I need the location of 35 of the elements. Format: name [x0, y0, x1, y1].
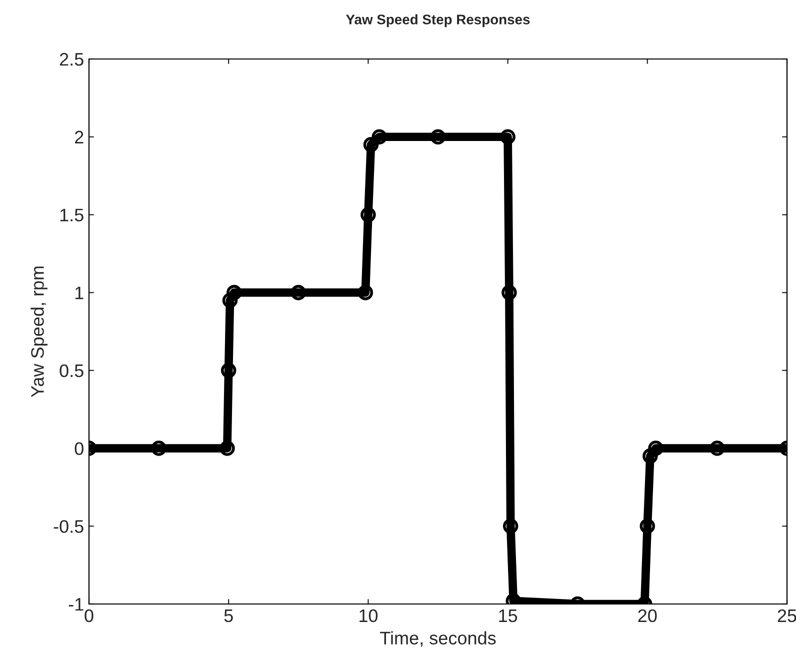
chart-title: Yaw Speed Step Responses: [346, 14, 530, 28]
point: [502, 284, 517, 300]
x-tick-label: 0: [84, 609, 94, 622]
x-tick-label: 20: [638, 609, 657, 622]
x-tick-label: 25: [778, 609, 796, 622]
y-tick-label: 2.5: [60, 52, 84, 66]
point: [502, 518, 518, 534]
point: [500, 129, 516, 144]
point: [222, 292, 238, 308]
y-tick-label: -1: [68, 598, 84, 611]
point: [358, 284, 374, 300]
point: [710, 440, 725, 456]
y-axis-title: Yaw Speed, rpm: [30, 266, 48, 398]
y-tick-label: -0.5: [54, 520, 84, 533]
y-tick-label: 1: [75, 286, 84, 300]
y-tick-label: 2: [75, 130, 84, 144]
point: [220, 362, 236, 378]
y-tick-label: 0: [74, 442, 84, 456]
y-tick-label: 1.5: [60, 208, 84, 222]
point: [430, 129, 446, 144]
x-tick-label: 5: [224, 610, 233, 622]
x-tick-label: 15: [499, 610, 518, 622]
x-axis-title: Time, seconds: [380, 631, 496, 647]
y-tick-label: 0.5: [60, 364, 84, 378]
point: [372, 129, 388, 144]
point: [226, 284, 242, 300]
point: [642, 448, 658, 464]
point: [648, 440, 664, 456]
point: [363, 137, 379, 152]
point: [640, 518, 656, 534]
point: [220, 440, 235, 456]
point: [290, 284, 306, 300]
point: [151, 440, 166, 456]
point: [360, 207, 376, 222]
x-tick-label: 10: [360, 609, 378, 622]
